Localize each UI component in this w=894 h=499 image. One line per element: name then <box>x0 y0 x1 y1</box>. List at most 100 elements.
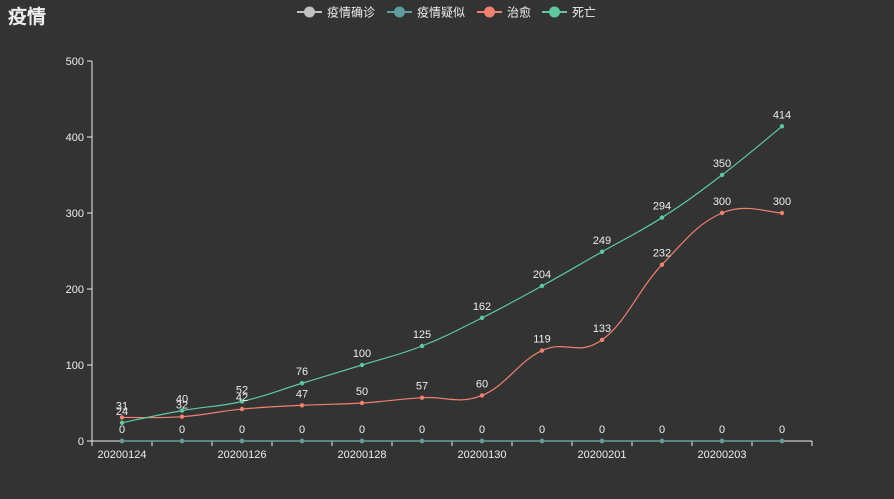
data-point[interactable] <box>659 262 665 267</box>
data-point[interactable] <box>179 414 185 419</box>
data-point[interactable] <box>599 249 605 254</box>
data-label: 42 <box>236 392 248 404</box>
data-label: 50 <box>356 386 368 398</box>
legend-swatch-dot <box>394 6 405 18</box>
data-label: 0 <box>299 424 305 436</box>
legend-swatch-dot <box>304 6 315 18</box>
data-point[interactable] <box>119 438 125 444</box>
data-label: 0 <box>659 424 665 436</box>
y-tick-label: 400 <box>66 132 84 144</box>
data-point[interactable] <box>599 438 605 444</box>
data-label: 100 <box>353 348 371 360</box>
data-label: 204 <box>533 269 551 281</box>
data-point[interactable] <box>479 315 485 321</box>
data-label: 60 <box>476 378 488 390</box>
data-point[interactable] <box>779 124 785 129</box>
data-point[interactable] <box>299 438 305 444</box>
data-label: 232 <box>653 248 671 260</box>
data-label: 0 <box>539 424 545 436</box>
x-tick-label: 20200130 <box>458 449 507 461</box>
data-label: 47 <box>296 388 308 400</box>
data-point[interactable] <box>419 343 425 349</box>
data-label: 0 <box>359 424 365 436</box>
data-label: 0 <box>599 424 605 436</box>
data-label: 0 <box>179 424 185 436</box>
data-point[interactable] <box>539 438 545 444</box>
x-tick-label: 20200128 <box>338 449 387 461</box>
data-point[interactable] <box>299 381 305 386</box>
legend-item-0[interactable]: 疫情确诊 <box>297 5 375 20</box>
data-point[interactable] <box>299 403 305 408</box>
data-label: 31 <box>116 400 128 412</box>
y-tick-label: 100 <box>66 360 84 372</box>
data-label: 32 <box>176 400 188 412</box>
data-label: 52 <box>236 384 248 396</box>
legend-label: 疫情疑似 <box>417 5 465 20</box>
data-point[interactable] <box>419 395 425 400</box>
legend-item-2[interactable]: 治愈 <box>477 5 531 20</box>
x-tick-label: 20200126 <box>218 449 267 461</box>
data-point[interactable] <box>779 210 785 216</box>
data-point[interactable] <box>119 415 125 420</box>
legend-swatch-dot <box>549 6 560 18</box>
data-point[interactable] <box>179 408 185 413</box>
data-label: 162 <box>473 301 491 313</box>
data-point[interactable] <box>539 283 545 289</box>
legend-item-3[interactable]: 死亡 <box>542 6 596 20</box>
data-label: 300 <box>773 196 791 208</box>
data-label: 0 <box>119 424 125 436</box>
data-point[interactable] <box>239 438 245 444</box>
legend-label: 疫情确诊 <box>327 5 375 20</box>
data-label: 414 <box>773 109 791 121</box>
series-lines <box>119 124 785 444</box>
data-label: 125 <box>413 329 431 341</box>
data-label: 294 <box>653 201 671 213</box>
data-point[interactable] <box>719 210 725 216</box>
data-labels: 0 0 0 0 0 0 0 0 0 0 0 0 31 32 42 47 50 57 60 119 133 232 300 30… <box>116 109 791 436</box>
data-label: 76 <box>296 366 308 378</box>
series-line-3 <box>121 125 783 424</box>
data-point[interactable] <box>599 337 605 343</box>
data-point[interactable] <box>119 420 125 425</box>
data-label: 0 <box>479 424 485 436</box>
data-point[interactable] <box>239 399 245 404</box>
data-point[interactable] <box>539 348 545 353</box>
x-tick-label: 20200201 <box>578 449 627 461</box>
data-point[interactable] <box>179 438 185 444</box>
data-point[interactable] <box>779 438 785 444</box>
y-tick-label: 200 <box>66 284 84 296</box>
x-tick-label: 20200124 <box>98 449 147 461</box>
data-label: 24 <box>116 406 128 418</box>
data-point[interactable] <box>359 438 365 444</box>
data-label: 0 <box>779 424 785 436</box>
data-label: 0 <box>719 424 725 436</box>
x-tick-label: 20200203 <box>698 449 747 461</box>
y-tick-label: 0 <box>78 436 84 448</box>
data-label: 133 <box>593 323 611 335</box>
series-line-2 <box>121 207 783 419</box>
data-point[interactable] <box>659 438 665 444</box>
data-point[interactable] <box>359 362 365 368</box>
data-label: 57 <box>416 381 428 393</box>
data-point[interactable] <box>239 406 245 412</box>
legend-label: 治愈 <box>507 5 531 20</box>
data-label: 300 <box>713 196 731 208</box>
data-label: 249 <box>593 235 611 247</box>
legend[interactable]: 疫情确诊 疫情疑似 治愈 死亡 <box>297 5 596 20</box>
data-point[interactable] <box>479 438 485 444</box>
data-point[interactable] <box>719 172 725 178</box>
y-tick-label: 500 <box>66 56 84 68</box>
data-label: 119 <box>533 334 551 346</box>
legend-item-1[interactable]: 疫情疑似 <box>387 5 465 20</box>
data-point[interactable] <box>479 393 485 398</box>
data-point[interactable] <box>419 438 425 444</box>
data-label: 40 <box>176 394 188 406</box>
data-point[interactable] <box>719 438 725 444</box>
legend-label: 死亡 <box>572 6 596 20</box>
legend-swatch-dot <box>484 6 495 18</box>
data-point[interactable] <box>359 400 365 406</box>
data-point[interactable] <box>659 215 665 220</box>
y-tick-label: 300 <box>66 208 84 220</box>
